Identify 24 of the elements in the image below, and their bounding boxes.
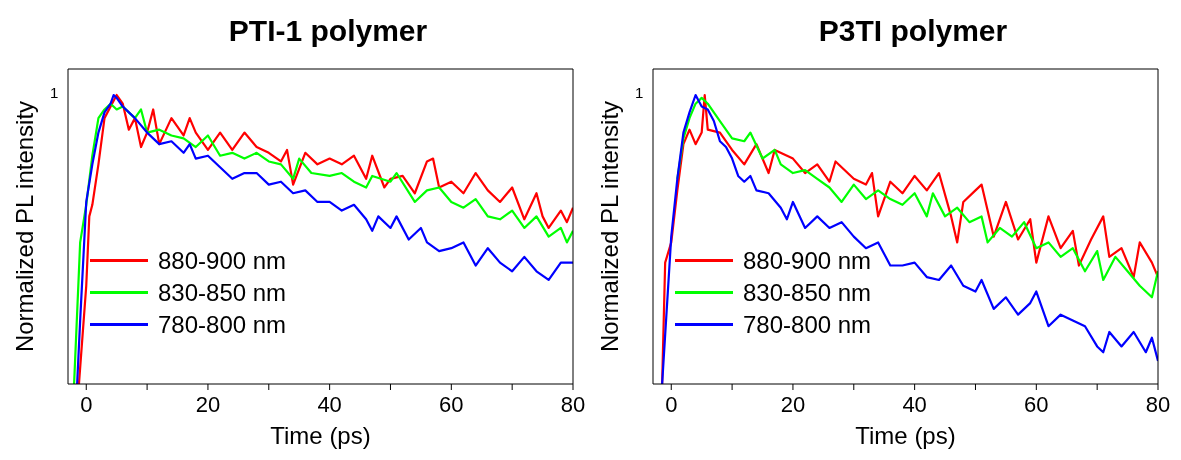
x-tick-label: 20 (195, 392, 221, 417)
x-tick-label: 60 (439, 392, 464, 417)
x-tick-label: 80 (560, 392, 586, 417)
text: 1 (50, 84, 59, 102)
legend-label: 780-800 nm (743, 310, 872, 339)
x-tick-label: 40 (902, 392, 927, 417)
x-tick-label: 80 (1145, 392, 1171, 417)
x-tick-label: 60 (1024, 392, 1049, 417)
legend-label: 780-800 nm (158, 310, 287, 339)
x-tick-label: 40 (317, 392, 342, 417)
legend-label: 880-900 nm (743, 246, 872, 275)
x-tick-label: 0 (665, 392, 678, 417)
x-tick-label: 0 (80, 392, 93, 417)
legend-label: 830-850 nm (158, 278, 287, 307)
text: 1 (635, 84, 644, 102)
legend-label: 830-850 nm (743, 278, 872, 307)
x-tick-label: 20 (780, 392, 806, 417)
y-axis-title: Normalized PL intensity (10, 100, 38, 353)
x-axis-title: Time (ps) (270, 422, 371, 449)
x-axis-title: Time (ps) (855, 422, 956, 449)
chart-title: P3TI polymer (817, 13, 1009, 49)
y-axis-title: Normalized PL intensity (595, 100, 623, 353)
chart-title: PTI-1 polymer (227, 13, 429, 49)
legend-label: 880-900 nm (158, 246, 287, 275)
